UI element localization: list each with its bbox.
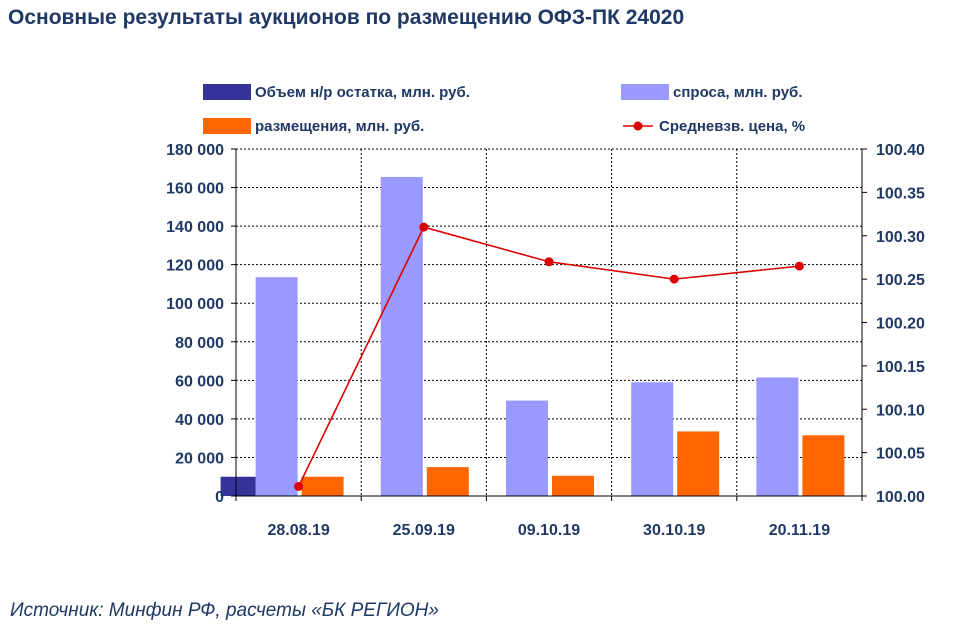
legend-label: спроса, млн. руб. [673,84,803,101]
legend-swatch-remainder [203,84,251,100]
right-tick-label: 100.15 [876,359,925,376]
legend-marker-price [633,121,643,131]
left-tick-label: 20 000 [175,450,224,467]
price-line [294,222,804,491]
x-tick-label: 30.10.19 [643,522,705,539]
right-tick-label: 100.30 [876,229,925,246]
right-tick-label: 100.35 [876,185,925,202]
right-tick-label: 100.25 [876,272,925,289]
right-tick-label: 100.05 [876,446,925,463]
price-point [669,274,679,284]
placement-bar [301,476,344,496]
placement-bar [677,431,720,496]
price-point [544,257,554,267]
chart-title: Основные результаты аукционов по размеще… [8,6,685,29]
right-tick-label: 100.40 [876,142,925,159]
x-tick-label: 25.09.19 [393,522,455,539]
remainder-bar [220,476,256,496]
left-tick-label: 60 000 [175,373,224,390]
bars [220,176,845,497]
demand-bar [506,400,548,496]
tick-labels: 0 20 000 40 000 60 000 80 000 100 000 120 000 1… [166,142,925,539]
legend-label: размещения, млн. руб. [255,118,424,135]
left-tick-label: 120 000 [166,258,224,275]
legend: Объем н/р остатка, млн. руб. спроса, млн.… [203,84,805,135]
price-point [794,261,804,271]
right-tick-label: 100.00 [876,489,925,506]
price-point [419,222,429,232]
legend-label: Объем н/р остатка, млн. руб. [255,84,470,101]
left-tick-label: 180 000 [166,142,224,159]
left-tick-label: 80 000 [175,335,224,352]
left-tick-label: 140 000 [166,219,224,236]
demand-bar [756,377,799,496]
left-tick-label: 100 000 [166,296,224,313]
legend-swatch-demand [621,84,669,100]
left-tick-label: 40 000 [175,412,224,429]
x-tick-label: 09.10.19 [518,522,580,539]
x-tick-label: 28.08.19 [267,522,329,539]
legend-label: Средневзв. цена, % [659,118,805,135]
source-note: Источник: Минфин РФ, расчеты «БК РЕГИОН» [10,600,439,621]
demand-bar [380,176,423,497]
placement-bar [426,467,469,496]
legend-swatch-placement [203,118,251,134]
placement-bar [552,475,594,496]
chart: Объем н/р остатка, млн. руб. спроса, млн.… [166,84,925,539]
axes [231,148,867,501]
right-tick-label: 100.10 [876,402,925,419]
price-point [294,481,304,491]
x-tick-label: 20.11.19 [769,522,831,539]
right-tick-label: 100.20 [876,316,925,333]
demand-bar [255,277,298,496]
left-tick-label: 160 000 [166,181,224,198]
left-tick-label: 0 [215,489,224,506]
demand-bar [631,382,674,496]
placement-bar [802,435,845,496]
